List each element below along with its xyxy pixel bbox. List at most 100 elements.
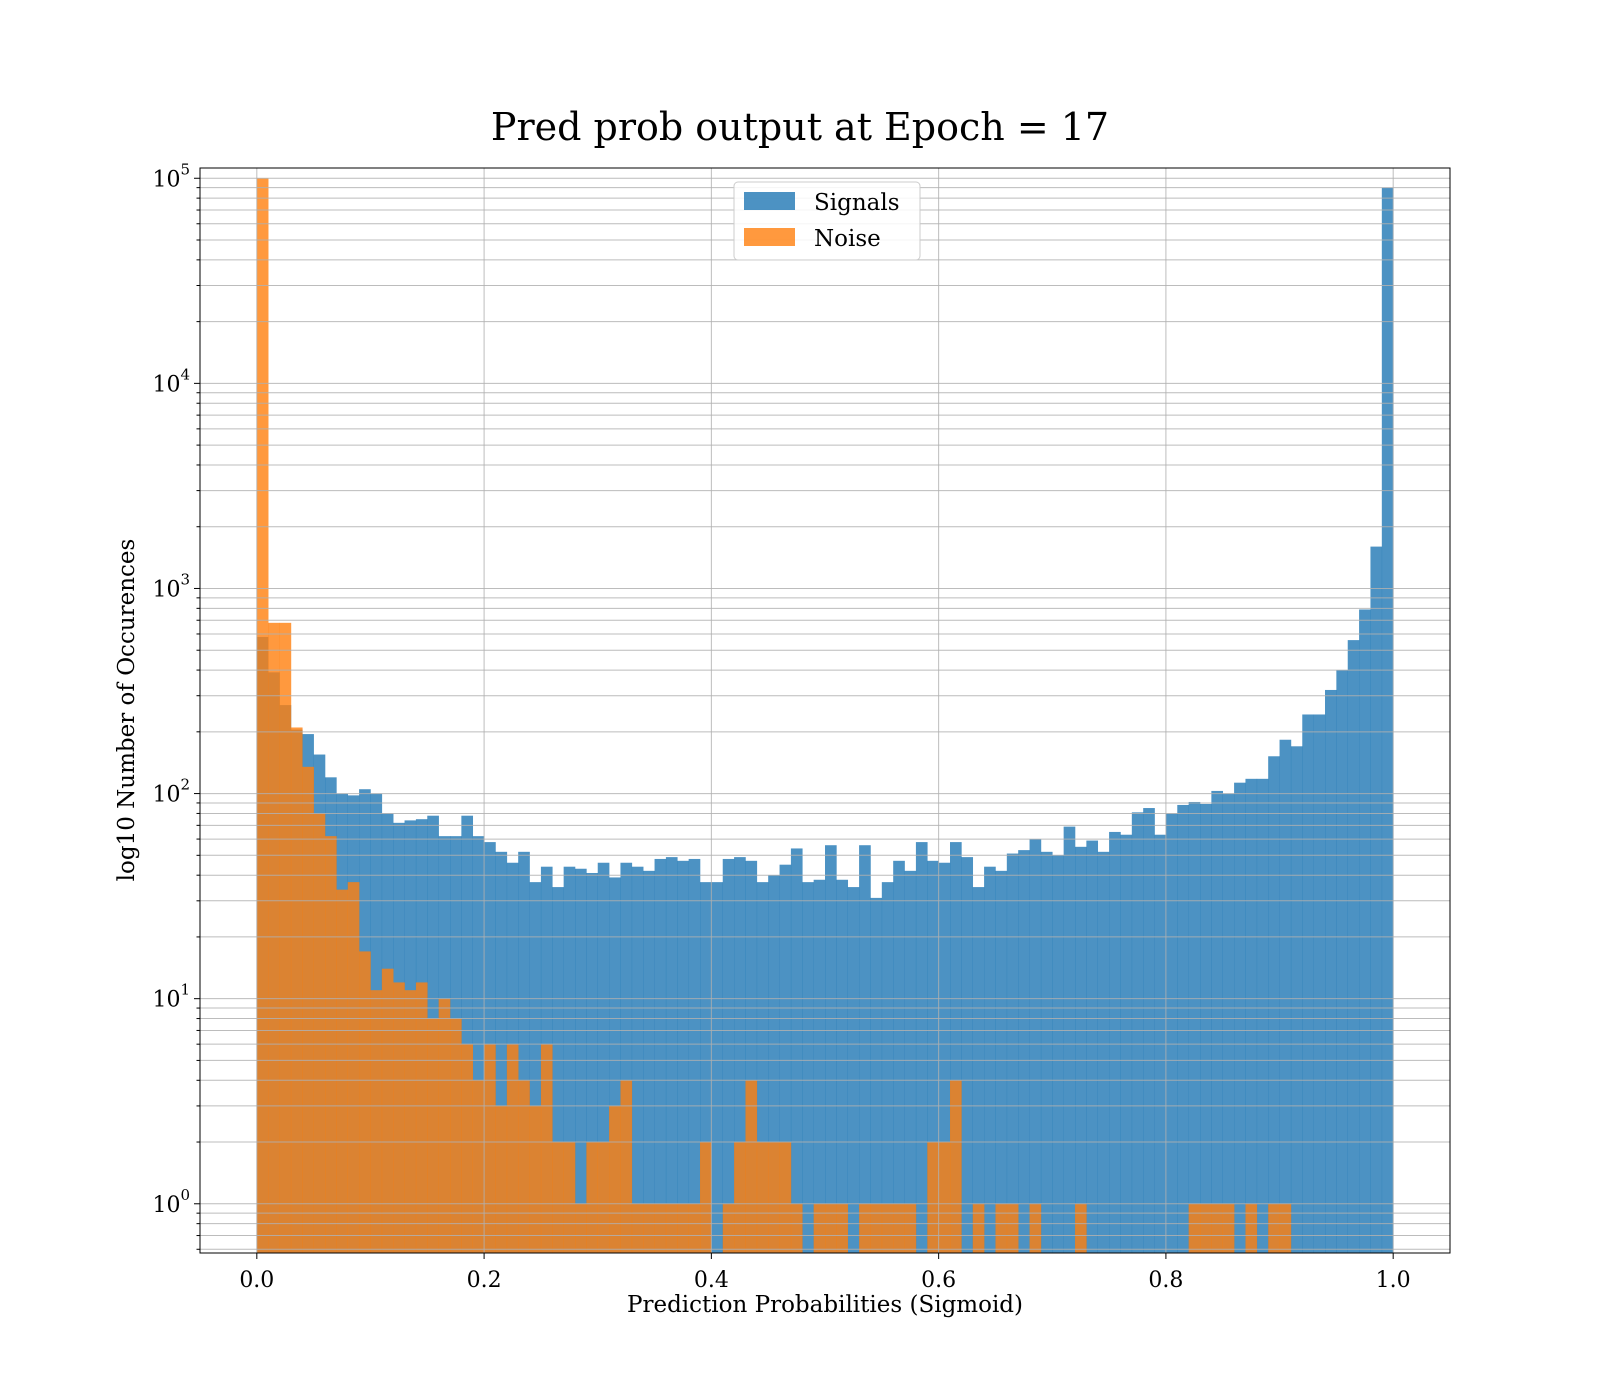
noise-bar [734,1142,746,1253]
x-tick-label: 0.8 [1148,1268,1183,1293]
y-axis-label: log10 Number of Occurences [114,539,140,882]
noise-bar [359,951,371,1253]
noise-bar [665,1203,678,1253]
noise-bars [256,178,1292,1253]
signals-bar [961,857,974,1253]
signals-bar [1234,782,1246,1253]
noise-bar [347,882,360,1253]
signals-bar [688,858,701,1253]
noise-bar [268,622,280,1253]
noise-bar [540,1044,553,1253]
noise-bar [302,766,314,1253]
signals-bar [1302,714,1314,1253]
signals-bar [915,842,928,1253]
noise-bar [893,1203,905,1253]
noise-bar [563,1142,576,1253]
noise-bar [1268,1203,1280,1253]
signals-bar [1177,804,1189,1253]
signals-bar [881,882,894,1253]
noise-bar [450,1018,462,1253]
noise-bar [790,1203,803,1253]
signals-bar [790,848,803,1253]
noise-bar [393,982,405,1253]
noise-bar [1188,1203,1201,1253]
chart-title: Pred prob output at Epoch = 17 [491,105,1109,149]
noise-bar [506,1044,519,1253]
signals-bar [1109,831,1121,1253]
signals-bar [495,851,508,1253]
noise-bar [938,1142,951,1253]
plot-area [199,167,1451,1254]
signals-bar [529,882,542,1253]
noise-bar [813,1203,826,1253]
signals-bar [461,815,474,1253]
noise-bar [859,1203,871,1253]
noise-bar [779,1142,792,1253]
noise-bar [336,889,349,1253]
signals-bar [1040,851,1053,1253]
signals-bar [1006,853,1019,1253]
signals-bar [1347,640,1360,1253]
y-axis-ticks: 100 101 102 103 104 105 [152,160,200,1250]
x-tick-label: 0.2 [467,1268,502,1293]
signals-bar [1370,546,1383,1253]
legend-swatch-noise [744,228,795,246]
noise-bar [313,813,326,1253]
signals-bar [643,870,655,1253]
signals-bar [756,882,769,1253]
noise-bar [415,982,428,1253]
signals-bar [859,845,871,1253]
signals-bar [734,857,746,1253]
noise-bar [484,1044,496,1253]
noise-bar [643,1203,655,1253]
x-tick-label: 1.0 [1376,1268,1411,1293]
noise-bar [995,1203,1008,1253]
x-tick-label: 0.6 [921,1268,956,1293]
signals-bar [1290,746,1303,1253]
signals-bar [654,858,667,1253]
noise-bar [756,1142,769,1253]
signals-bar [938,862,951,1253]
signals-bar [1359,609,1371,1253]
signals-bar [586,872,599,1253]
noise-bar [836,1203,849,1253]
noise-bar [427,1018,439,1253]
signals-bar [1279,739,1292,1253]
signals-bar [1222,793,1235,1253]
signals-bar [984,866,996,1253]
signals-bar [972,887,985,1253]
y-tick-label: 101 [152,981,190,1013]
noise-bar [370,990,383,1253]
signals-bar [1052,855,1064,1253]
signals-bar [904,870,917,1253]
signals-bar [825,845,837,1253]
noise-bar [972,1203,985,1253]
noise-bar [1029,1203,1042,1253]
noise-bar [552,1142,564,1253]
noise-bar [529,1105,542,1253]
noise-bar [290,727,303,1253]
noise-bar [279,622,292,1253]
noise-bar [575,1203,587,1253]
signals-bar [1200,803,1212,1253]
signals-bar [677,860,689,1253]
signals-bar [1268,756,1280,1253]
noise-bar [495,1105,508,1253]
noise-bar [904,1203,917,1253]
noise-bar [256,178,269,1253]
signals-bar [700,882,712,1253]
signals-bar [722,858,735,1253]
legend-label-noise: Noise [814,226,881,252]
noise-bar [1279,1203,1292,1253]
noise-bar [518,1080,530,1253]
noise-bar [927,1142,939,1253]
signals-bar [1029,839,1042,1253]
plot-frame [199,167,1451,1254]
signals-bar [927,860,939,1253]
signals-bar [1075,846,1087,1253]
noise-bar [631,1203,644,1253]
signals-bar [768,875,780,1253]
y-tick-label: 104 [152,365,190,397]
noise-bar [825,1203,837,1253]
